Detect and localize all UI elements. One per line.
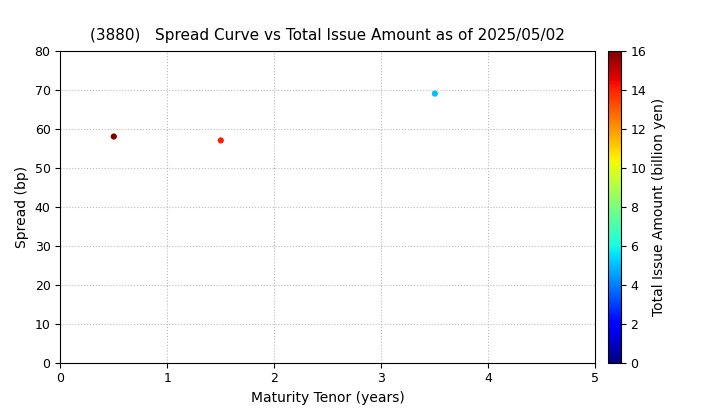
Point (108, 133, 120, 140)
Point (215, 137, 227, 144)
Title: (3880)   Spread Curve vs Total Issue Amount as of 2025/05/02: (3880) Spread Curve vs Total Issue Amoun… (91, 28, 565, 42)
X-axis label: Maturity Tenor (years): Maturity Tenor (years) (251, 391, 405, 405)
Y-axis label: Total Issue Amount (billion yen): Total Issue Amount (billion yen) (652, 98, 666, 316)
Point (429, 90, 441, 97)
Y-axis label: Spread (bp): Spread (bp) (15, 165, 29, 248)
